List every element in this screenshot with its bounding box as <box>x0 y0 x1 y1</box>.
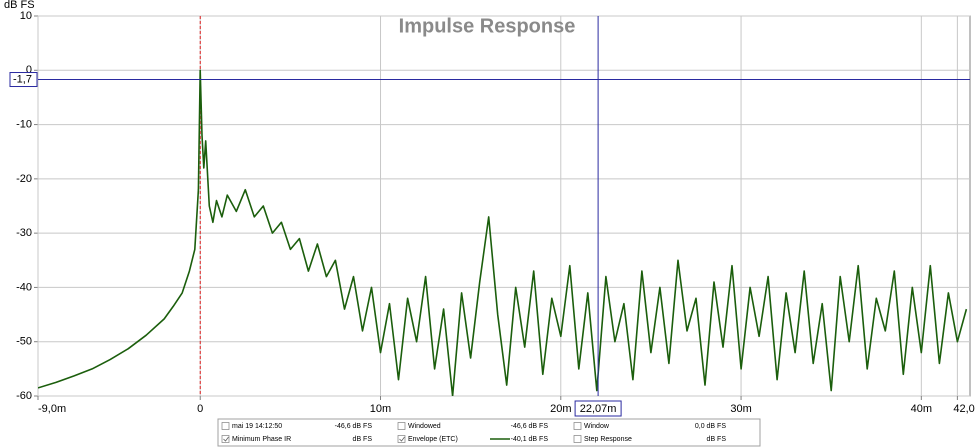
chart-title: Impulse Response <box>399 15 576 37</box>
cursor-x-label: 22,07m <box>580 403 617 415</box>
legend-value: -46,6 dB FS <box>511 423 549 430</box>
y-tick-label: -40 <box>16 281 32 293</box>
legend-box <box>217 418 761 447</box>
legend-checkbox[interactable] <box>573 435 582 443</box>
x-tick-label: 10m <box>370 403 391 415</box>
x-tick-label: 20m <box>550 403 571 415</box>
x-tick-label: 0 <box>197 403 203 415</box>
legend-label: Minimum Phase IR <box>232 436 291 443</box>
legend-check <box>399 436 405 442</box>
legend-value: -40,1 dB FS <box>511 436 549 443</box>
legend-label: Step Response <box>584 436 632 443</box>
y-tick-label: -30 <box>16 227 32 239</box>
y-tick-label: -10 <box>16 118 32 130</box>
y-tick-label: -50 <box>16 336 32 348</box>
legend-check <box>223 436 229 442</box>
legend-checkbox[interactable] <box>397 435 406 443</box>
y-tick-label: -20 <box>16 173 32 185</box>
legend-label: Window <box>584 423 610 430</box>
cursor-y-label: -1,7 <box>13 73 32 85</box>
legend-value: -46,6 dB FS <box>335 423 373 430</box>
legend-label: mai 19 14:12:50 <box>232 423 282 430</box>
x-tick-label: 40m <box>911 403 932 415</box>
legend-value: dB FS <box>353 436 373 443</box>
y-tick-label: 10 <box>20 10 32 22</box>
legend: mai 19 14:12:50 -46,6 dB FS Windowed -46,6 … <box>221 422 727 443</box>
legend-value: dB FS <box>707 436 727 443</box>
legend-checkbox[interactable] <box>397 422 406 430</box>
legend-label: Windowed <box>408 423 441 430</box>
envelope-line <box>38 69 968 396</box>
x-tick-label: 42,0m s <box>953 403 975 415</box>
y-tick-label: -60 <box>16 390 32 402</box>
legend-checkbox[interactable] <box>221 435 230 443</box>
plot-area <box>37 15 971 397</box>
cursor-y-box <box>9 72 38 88</box>
legend-checkbox[interactable] <box>573 422 582 430</box>
marks <box>38 16 970 396</box>
cursor-x-box <box>574 400 622 417</box>
y-axis-label: dB FS <box>4 0 35 11</box>
legend-value: 0,0 dB FS <box>695 423 726 430</box>
legend-label: Envelope (ETC) <box>408 436 458 443</box>
y-tick-label: 0 <box>26 64 32 76</box>
x-tick-label: 30m <box>730 403 751 415</box>
x-tick-label: -9,0m <box>38 403 66 415</box>
legend-checkbox[interactable] <box>221 422 230 430</box>
